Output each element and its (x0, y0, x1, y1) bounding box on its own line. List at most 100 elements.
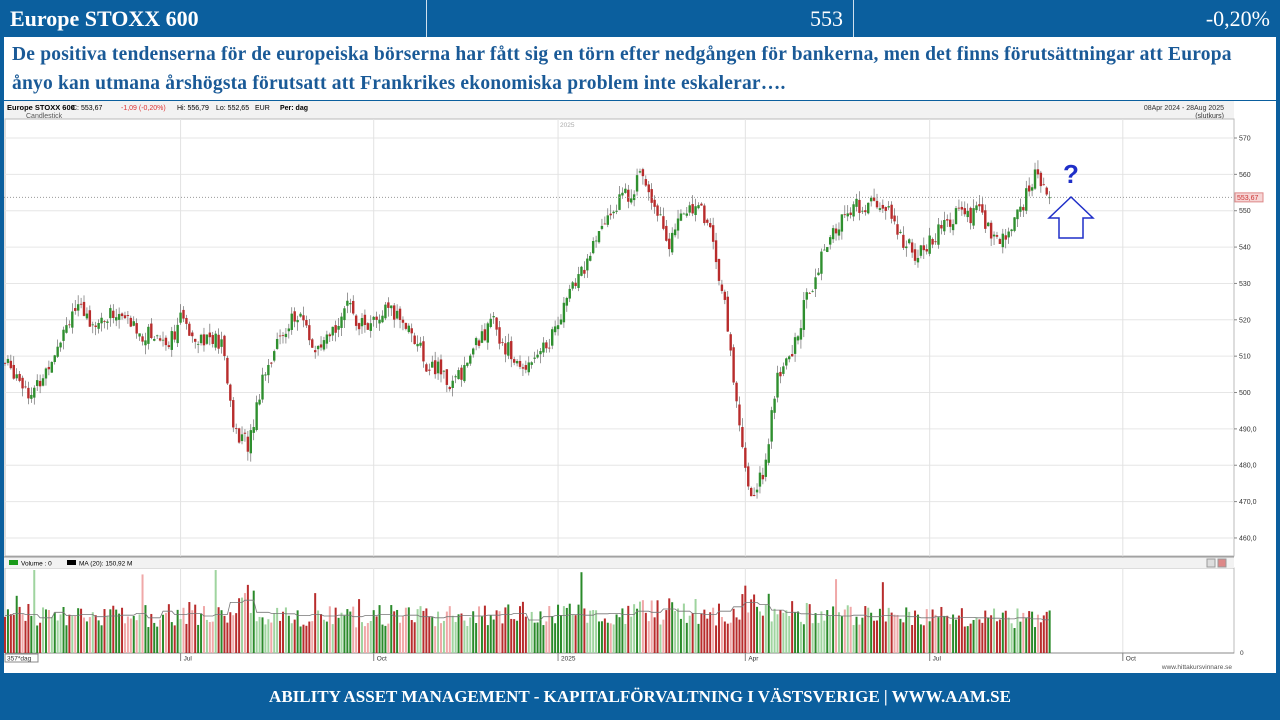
candle (47, 366, 51, 370)
volume-bar (984, 610, 987, 653)
volume-bar (706, 618, 709, 653)
chart-style-selector[interactable]: Candlestick (26, 113, 63, 120)
volume-bar (428, 616, 431, 653)
candle (469, 355, 472, 364)
volume-bar (636, 608, 639, 653)
candle (916, 257, 920, 263)
volume-bar (688, 615, 691, 653)
commentary-text: De positiva tendenserna för de europeisk… (4, 37, 1276, 101)
candle (831, 228, 835, 240)
candle (325, 334, 329, 344)
volume-bar (966, 626, 969, 653)
candle (963, 208, 966, 215)
volume-bar (524, 616, 527, 653)
candle (109, 308, 112, 319)
volume-bar (378, 605, 381, 653)
candle (489, 318, 492, 327)
volume-bar (360, 622, 363, 653)
candle (381, 315, 384, 323)
candle (161, 339, 165, 341)
volume-bar (805, 602, 808, 653)
candle (237, 428, 241, 443)
candle (594, 240, 598, 242)
volume-bar (621, 608, 624, 653)
volume-bar (960, 608, 963, 653)
candle (471, 348, 475, 355)
chart-svg[interactable]: Europe STOXX 600 C: 553,67 -1,09 (-0,20%… (3, 101, 1276, 673)
candle (243, 432, 247, 434)
volume-bar (914, 610, 917, 653)
volume-bar (1016, 608, 1019, 653)
volume-bar (112, 605, 115, 653)
volume-bar (170, 622, 173, 653)
volume-bar (873, 620, 876, 653)
volume-bar (855, 616, 858, 653)
volume-bar (1025, 618, 1028, 653)
volume-bar (232, 615, 235, 653)
candle (586, 258, 589, 271)
candle (76, 304, 80, 311)
candle (907, 239, 911, 244)
candle (413, 335, 416, 345)
volume-bar (685, 622, 688, 653)
candle (147, 326, 150, 344)
volume-bar (442, 620, 445, 653)
title-bar: Europe STOXX 600 553 -0,20% (0, 0, 1280, 37)
candle (38, 380, 42, 387)
up-arrow-icon (1047, 195, 1095, 239)
candle (776, 372, 779, 398)
volume-bar (753, 594, 756, 653)
y-tick-label: 540 (1239, 245, 1251, 252)
candle (559, 319, 563, 325)
stock-chart[interactable]: Europe STOXX 600 C: 553,67 -1,09 (-0,20%… (3, 101, 1276, 673)
candle (30, 394, 33, 399)
volume-bar (290, 623, 293, 653)
candle (840, 214, 844, 232)
volume-bar (466, 625, 469, 653)
volume-bar (773, 608, 776, 653)
volume-bar (431, 617, 434, 653)
volume-bar (744, 585, 747, 653)
close-panel-icon[interactable] (1217, 558, 1227, 568)
volume-bar (1013, 628, 1016, 653)
volume-bar (393, 611, 396, 653)
candle (1048, 197, 1051, 199)
candle (21, 377, 24, 389)
candle (313, 350, 317, 353)
candle (94, 325, 97, 328)
candle (638, 171, 642, 173)
candle (539, 351, 542, 355)
candle (948, 219, 952, 227)
candle (287, 328, 291, 332)
zoom-icon[interactable] (1206, 558, 1216, 568)
volume-bar (153, 622, 156, 653)
footer: ABILITY ASSET MANAGEMENT - KAPITALFÖRVAL… (269, 687, 1011, 706)
y-tick-label: 510 (1239, 354, 1251, 361)
volume-bar (867, 607, 870, 653)
candle (366, 323, 370, 330)
volume-bar (720, 617, 723, 653)
candle (141, 336, 144, 342)
candle (992, 234, 996, 237)
candle (752, 494, 756, 496)
volume-bar (940, 606, 943, 653)
volume-bar (990, 615, 993, 653)
candle (153, 338, 156, 341)
candle (305, 320, 308, 326)
candle (978, 204, 981, 207)
volume-bar (700, 614, 703, 653)
volume-bar (162, 614, 165, 653)
candle (855, 198, 858, 207)
volume-bar (80, 608, 83, 653)
volume-zero-label: 0 (1240, 650, 1244, 657)
candle (747, 466, 750, 487)
volume-bar (799, 621, 802, 653)
volume-bar (905, 607, 908, 653)
volume-bar (413, 622, 416, 653)
volume-bar (542, 625, 545, 653)
volume-bar (881, 582, 884, 653)
candle (802, 300, 806, 330)
volume-bar (1036, 614, 1039, 653)
volume-bar (761, 615, 764, 653)
volume-bar (1010, 623, 1013, 653)
